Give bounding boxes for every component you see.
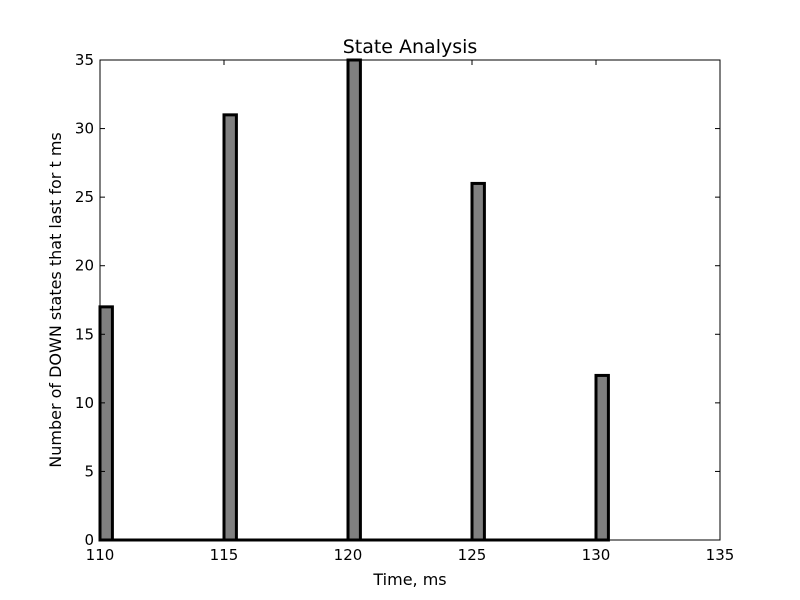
y-tick-label-0: 0 bbox=[84, 531, 94, 549]
y-tick-label-5: 5 bbox=[84, 462, 94, 480]
x-tick-label-130: 130 bbox=[582, 546, 611, 564]
y-tick-label-30: 30 bbox=[75, 120, 94, 138]
x-tick-label-115: 115 bbox=[210, 546, 239, 564]
y-tick-label-20: 20 bbox=[75, 257, 94, 275]
x-tick-label-125: 125 bbox=[458, 546, 487, 564]
y-tick-label-15: 15 bbox=[75, 325, 94, 343]
bar-115 bbox=[222, 113, 238, 542]
y-ticks: 0 5 10 15 20 25 30 35 bbox=[75, 51, 720, 549]
x-axis-title: Time, ms bbox=[372, 570, 446, 589]
x-tick-label-110: 110 bbox=[86, 546, 115, 564]
plot-frame bbox=[99, 59, 721, 541]
x-tick-label-135: 135 bbox=[706, 546, 735, 564]
y-tick-label-25: 25 bbox=[75, 188, 94, 206]
bar-130 bbox=[594, 373, 610, 542]
y-tick-label-10: 10 bbox=[75, 394, 94, 412]
bar-120 bbox=[346, 58, 362, 542]
y-axis-title: Number of DOWN states that last for t ms bbox=[46, 132, 65, 468]
x-tick-label-120: 120 bbox=[334, 546, 363, 564]
bar-125 bbox=[470, 181, 486, 542]
x-ticks: 110 115 120 125 130 135 bbox=[86, 60, 735, 564]
chart-title: State Analysis bbox=[343, 36, 478, 58]
y-tick-label-35: 35 bbox=[75, 51, 94, 69]
plot-area bbox=[98, 58, 721, 542]
bar-110 bbox=[98, 305, 114, 542]
